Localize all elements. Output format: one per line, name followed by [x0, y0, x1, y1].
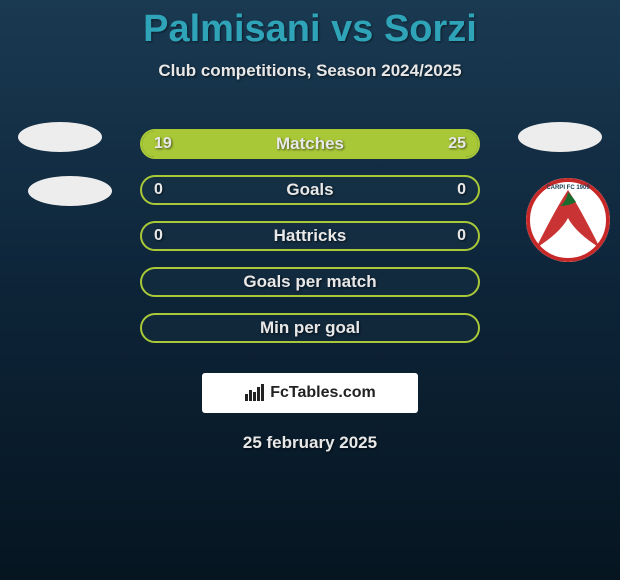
stat-pill: Goals per match [140, 267, 480, 297]
stat-row: 00Hattricks [0, 213, 620, 259]
stat-pill: Min per goal [140, 313, 480, 343]
stat-row: Goals per match [0, 259, 620, 305]
brand-text: FcTables.com [270, 384, 376, 402]
brand-box[interactable]: FcTables.com [202, 373, 418, 413]
stats-container: 1925Matches 00Goals 00Hattricks Goals per m… [0, 121, 620, 351]
page-title: Palmisani vs Sorzi [0, 0, 620, 51]
stat-label: Min per goal [142, 315, 478, 341]
stat-label: Hattricks [142, 223, 478, 249]
bars-icon [244, 384, 266, 402]
stat-label: Matches [142, 131, 478, 157]
stat-pill: 00Goals [140, 175, 480, 205]
stat-row: 00Goals [0, 167, 620, 213]
stat-label: Goals per match [142, 269, 478, 295]
subtitle: Club competitions, Season 2024/2025 [0, 61, 620, 81]
footer-date: 25 february 2025 [0, 433, 620, 453]
stat-pill: 1925Matches [140, 129, 480, 159]
stat-row: 1925Matches [0, 121, 620, 167]
stat-pill: 00Hattricks [140, 221, 480, 251]
stat-row: Min per goal [0, 305, 620, 351]
stat-label: Goals [142, 177, 478, 203]
